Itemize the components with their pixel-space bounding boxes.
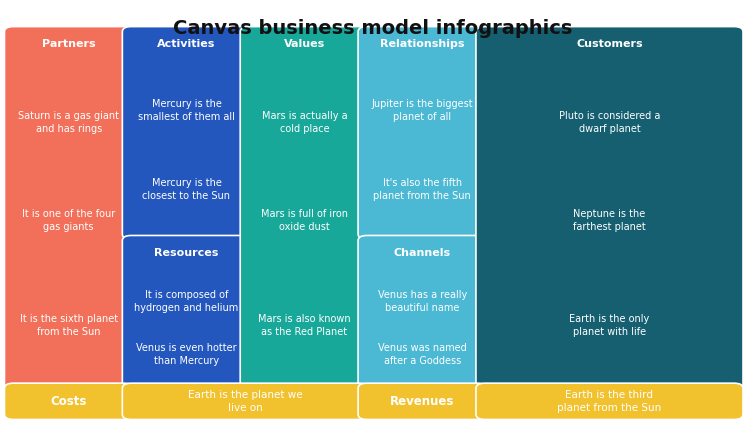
Text: It is the sixth planet
from the Sun: It is the sixth planet from the Sun bbox=[19, 314, 118, 337]
Text: Activities: Activities bbox=[157, 39, 216, 49]
Text: Revenues: Revenues bbox=[390, 395, 454, 408]
Text: Canvas business model infographics: Canvas business model infographics bbox=[173, 19, 573, 38]
Text: Costs: Costs bbox=[51, 395, 87, 408]
FancyBboxPatch shape bbox=[358, 27, 486, 239]
FancyBboxPatch shape bbox=[122, 383, 369, 419]
Text: Mercury is the
closest to the Sun: Mercury is the closest to the Sun bbox=[142, 179, 231, 201]
Text: Earth is the third
planet from the Sun: Earth is the third planet from the Sun bbox=[557, 390, 662, 413]
FancyBboxPatch shape bbox=[122, 27, 251, 239]
Text: Customers: Customers bbox=[576, 39, 643, 49]
Text: Jupiter is the biggest
planet of all: Jupiter is the biggest planet of all bbox=[372, 99, 473, 122]
Text: It is composed of
hydrogen and helium: It is composed of hydrogen and helium bbox=[134, 290, 239, 313]
Text: Venus has a really
beautiful name: Venus has a really beautiful name bbox=[377, 290, 467, 313]
Text: Venus is even hotter
than Mercury: Venus is even hotter than Mercury bbox=[137, 343, 236, 366]
Text: Earth is the only
planet with life: Earth is the only planet with life bbox=[569, 314, 650, 337]
Text: Partners: Partners bbox=[42, 39, 95, 49]
Text: Relationships: Relationships bbox=[380, 39, 465, 49]
FancyBboxPatch shape bbox=[358, 383, 486, 419]
Text: It's also the fifth
planet from the Sun: It's also the fifth planet from the Sun bbox=[373, 179, 471, 201]
Text: Resources: Resources bbox=[154, 248, 219, 258]
FancyBboxPatch shape bbox=[4, 383, 133, 419]
Text: Mars is also known
as the Red Planet: Mars is also known as the Red Planet bbox=[258, 314, 351, 337]
Text: Venus was named
after a Goddess: Venus was named after a Goddess bbox=[378, 343, 466, 366]
Text: Neptune is the
farthest planet: Neptune is the farthest planet bbox=[573, 209, 646, 232]
Text: Pluto is considered a
dwarf planet: Pluto is considered a dwarf planet bbox=[559, 111, 660, 134]
Text: Earth is the planet we
live on: Earth is the planet we live on bbox=[188, 390, 303, 413]
FancyBboxPatch shape bbox=[358, 235, 486, 389]
FancyBboxPatch shape bbox=[240, 27, 369, 389]
Text: Mars is full of iron
oxide dust: Mars is full of iron oxide dust bbox=[261, 209, 348, 232]
Text: Values: Values bbox=[283, 39, 325, 49]
FancyBboxPatch shape bbox=[122, 235, 251, 389]
Text: Mercury is the
smallest of them all: Mercury is the smallest of them all bbox=[138, 99, 235, 122]
FancyBboxPatch shape bbox=[4, 27, 133, 389]
FancyBboxPatch shape bbox=[476, 383, 743, 419]
Text: It is one of the four
gas giants: It is one of the four gas giants bbox=[22, 209, 115, 232]
FancyBboxPatch shape bbox=[476, 27, 743, 389]
Text: Saturn is a gas giant
and has rings: Saturn is a gas giant and has rings bbox=[18, 111, 119, 134]
Text: Channels: Channels bbox=[394, 248, 451, 258]
Text: Mars is actually a
cold place: Mars is actually a cold place bbox=[262, 111, 347, 134]
